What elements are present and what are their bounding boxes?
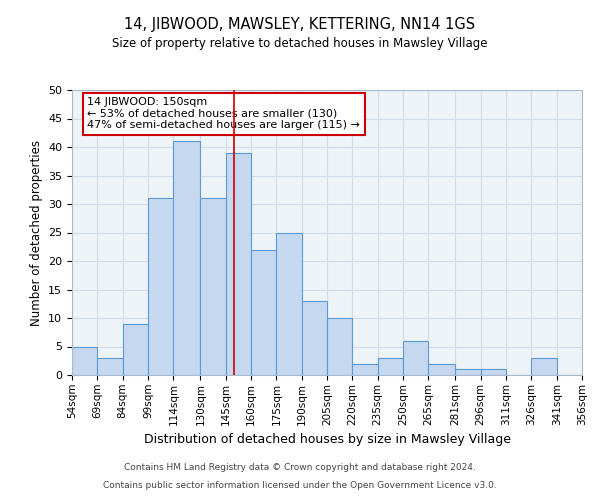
Bar (377, 358, 403, 375)
Bar (403, 341, 428, 375)
Text: 14 JIBWOOD: 150sqm
← 53% of detached houses are smaller (130)
47% of semi-detach: 14 JIBWOOD: 150sqm ← 53% of detached hou… (88, 97, 360, 130)
Bar (251, 250, 277, 375)
Bar (122, 324, 148, 375)
Bar (352, 364, 377, 375)
X-axis label: Distribution of detached houses by size in Mawsley Village: Distribution of detached houses by size … (143, 433, 511, 446)
Bar (302, 301, 327, 375)
Text: Size of property relative to detached houses in Mawsley Village: Size of property relative to detached ho… (112, 38, 488, 51)
Bar (226, 152, 251, 375)
Bar (481, 370, 506, 375)
Bar (148, 198, 173, 375)
Text: Contains public sector information licensed under the Open Government Licence v3: Contains public sector information licen… (103, 481, 497, 490)
Bar (72, 346, 97, 375)
Bar (327, 318, 352, 375)
Bar (277, 232, 302, 375)
Bar (455, 370, 481, 375)
Y-axis label: Number of detached properties: Number of detached properties (29, 140, 43, 326)
Text: 14, JIBWOOD, MAWSLEY, KETTERING, NN14 1GS: 14, JIBWOOD, MAWSLEY, KETTERING, NN14 1G… (124, 18, 476, 32)
Bar (428, 364, 455, 375)
Bar (173, 142, 200, 375)
Text: Contains HM Land Registry data © Crown copyright and database right 2024.: Contains HM Land Registry data © Crown c… (124, 464, 476, 472)
Bar (97, 358, 122, 375)
Bar (200, 198, 226, 375)
Bar (532, 358, 557, 375)
